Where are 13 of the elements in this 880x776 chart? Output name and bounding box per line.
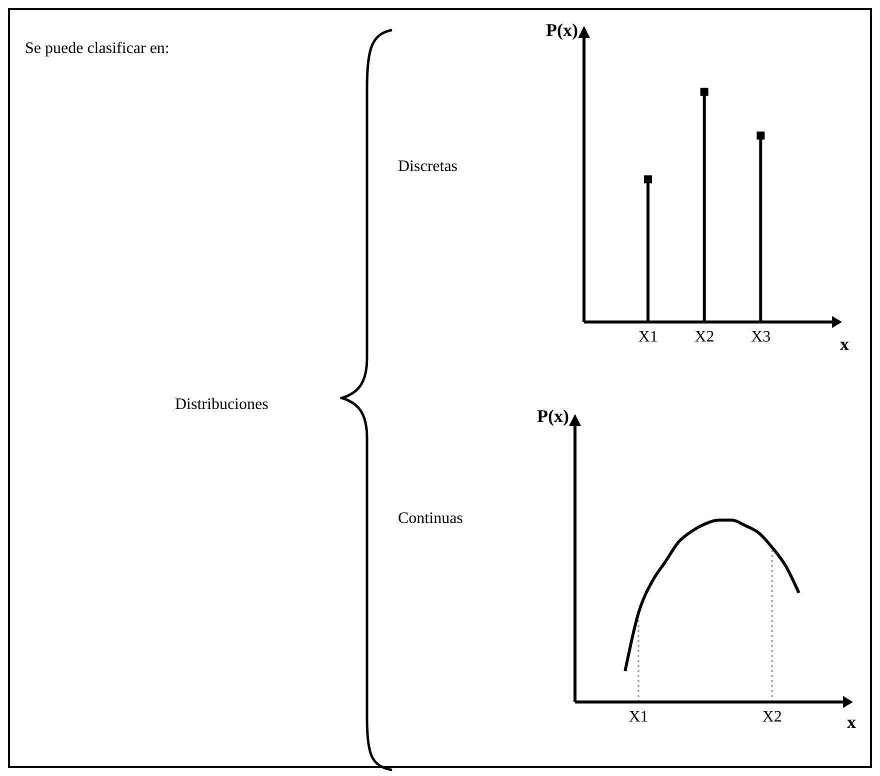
text: Continuas [398, 510, 463, 528]
text: Discretas [398, 158, 458, 176]
x-tick-label: X2 [694, 328, 714, 346]
text: Distribuciones [175, 396, 268, 414]
x-tick-label: X2 [762, 708, 782, 726]
y-axis-title: P(x) [537, 406, 569, 427]
x-axis-title: x [840, 334, 849, 355]
y-axis-title: P(x) [546, 20, 578, 41]
x-tick-label: X1 [628, 708, 648, 726]
x-tick-label: X1 [638, 328, 658, 346]
text: Se puede clasificar en: [25, 40, 170, 58]
x-axis-title: x [847, 712, 856, 733]
x-tick-label: X3 [751, 328, 771, 346]
